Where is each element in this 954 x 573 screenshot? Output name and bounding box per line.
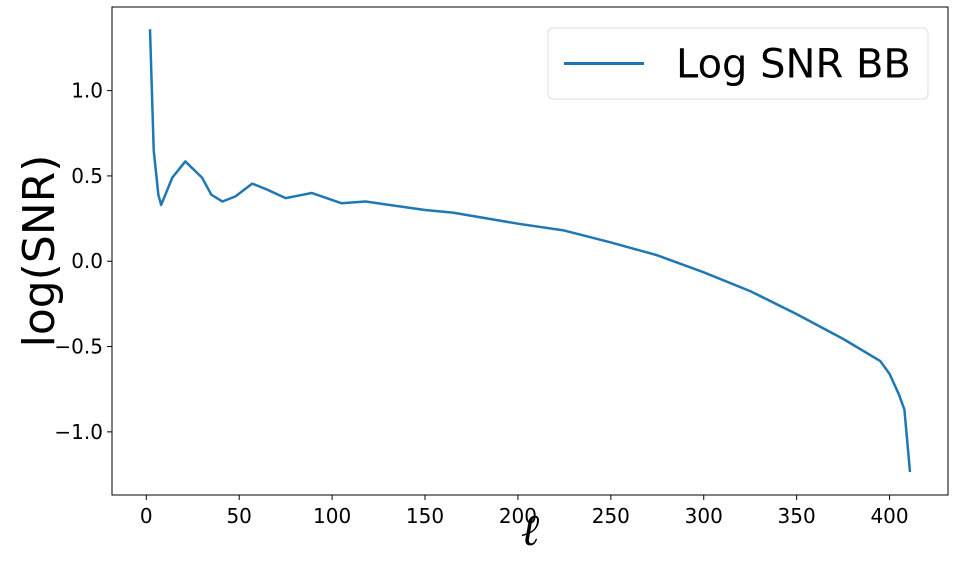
x-tick-label: 250 [592, 504, 630, 528]
y-tick-label: 0.0 [71, 249, 103, 273]
line-series [148, 29, 912, 473]
x-tick-label: 50 [226, 504, 251, 528]
legend-label: Log SNR BB [676, 42, 911, 88]
x-tick-label: 400 [870, 504, 908, 528]
x-tick-label: 150 [406, 504, 444, 528]
x-tick-label: 200 [499, 504, 537, 528]
x-tick-label: 0 [140, 504, 153, 528]
y-tick-label: 1.0 [71, 79, 103, 103]
y-axis-label: log(SNR) [14, 155, 65, 348]
x-tick-label: 100 [313, 504, 351, 528]
legend-box [547, 27, 929, 100]
x-tick-label: 300 [685, 504, 723, 528]
y-tick-label: −0.5 [54, 335, 103, 359]
x-tick-label: 350 [778, 504, 816, 528]
plot-frame [111, 6, 949, 496]
y-tick-label: −1.0 [54, 420, 103, 444]
y-tick-label: 0.5 [71, 164, 103, 188]
x-axis-label: ℓ [521, 505, 540, 556]
